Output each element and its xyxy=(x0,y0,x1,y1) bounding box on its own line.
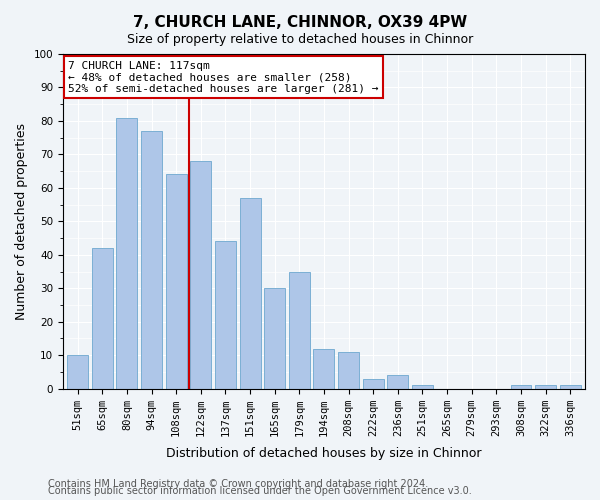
Bar xyxy=(338,352,359,389)
Text: 7, CHURCH LANE, CHINNOR, OX39 4PW: 7, CHURCH LANE, CHINNOR, OX39 4PW xyxy=(133,15,467,30)
Bar xyxy=(190,161,211,388)
Bar xyxy=(535,386,556,388)
Bar xyxy=(264,288,285,388)
X-axis label: Distribution of detached houses by size in Chinnor: Distribution of detached houses by size … xyxy=(166,447,482,460)
Bar xyxy=(388,376,408,388)
Text: Contains HM Land Registry data © Crown copyright and database right 2024.: Contains HM Land Registry data © Crown c… xyxy=(48,479,428,489)
Bar xyxy=(166,174,187,388)
Bar xyxy=(560,386,581,388)
Bar xyxy=(141,131,162,388)
Text: Contains public sector information licensed under the Open Government Licence v3: Contains public sector information licen… xyxy=(48,486,472,496)
Text: 7 CHURCH LANE: 117sqm
← 48% of detached houses are smaller (258)
52% of semi-det: 7 CHURCH LANE: 117sqm ← 48% of detached … xyxy=(68,60,379,94)
Bar xyxy=(412,386,433,388)
Bar xyxy=(313,348,334,389)
Bar xyxy=(92,248,113,388)
Bar xyxy=(215,242,236,388)
Bar xyxy=(363,378,383,388)
Bar xyxy=(511,386,532,388)
Bar xyxy=(239,198,260,388)
Bar xyxy=(67,355,88,388)
Text: Size of property relative to detached houses in Chinnor: Size of property relative to detached ho… xyxy=(127,32,473,46)
Y-axis label: Number of detached properties: Number of detached properties xyxy=(15,123,28,320)
Bar xyxy=(289,272,310,388)
Bar xyxy=(116,118,137,388)
